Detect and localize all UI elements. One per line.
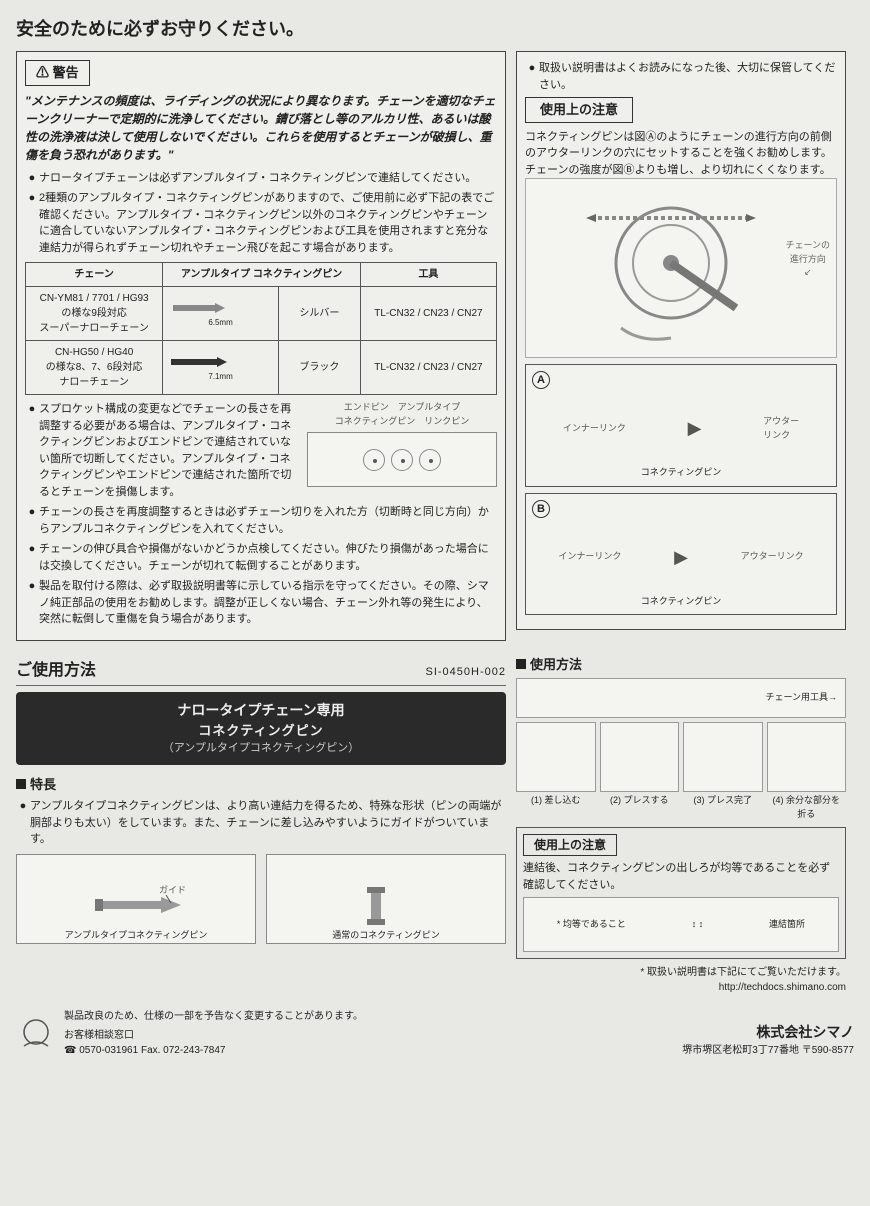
table-row: CN-HG50 / HG40 の様な8、7、6段対応 ナローチェーン 7.1mm… [26,341,497,395]
footer: 製品改良のため、仕様の一部を予告なく変更することがあります。 お客様相談窓口 ☎… [16,1009,854,1058]
caution-text: 連結後、コネクティングピンの出しろが均等であることを必ず確認してください。 [523,860,839,893]
table-header: アンプルタイプ コネクティングピン [163,263,361,287]
table-header: チェーン [26,263,163,287]
page-title: 安全のために必ずお守りください。 [16,16,854,43]
ampoule-pin-illustration: ガイド アンプルタイプコネクティングピン [16,854,256,944]
manual-note: ●取扱い説明書はよくお読みになった後、大切に保管してください。 [525,60,837,93]
bullet-item: ●製品を取付ける際は、必ず取扱説明書等に示している指示を守ってください。その際、… [25,578,497,628]
crank-diagram: チェーンの 進行方向↙ [525,178,837,358]
usage-method-heading: 使用方法 [516,655,846,675]
svg-text:ガイド: ガイド [159,885,186,895]
usage-caution-box: 使用上の注意 連結後、コネクティングピンの出しろが均等であることを必ず確認してく… [516,827,846,959]
manual-url-note: * 取扱い説明書は下記にてご覧いただけます。 http://techdocs.s… [516,965,846,995]
features-heading: 特長 [16,775,506,795]
bullet-item: ●ナロータイプチェーンは必ずアンプルタイプ・コネクティングピンで連結してください… [25,170,497,187]
evenness-diagram: * 均等であること ↕ ↕ 連結箇所 [523,897,839,952]
diagram-b: B インナーリンク ▶ アウターリンク コネクティングピン [525,493,837,616]
warning-intro: "メンテナンスの頻度は、ライディングの状況により異なります。チェーンを適切なチェ… [25,92,497,164]
contact-title: お客様相談窓口 [64,1028,363,1043]
inner-link-label: インナーリンク [558,550,621,564]
inner-link-label: インナーリンク [563,422,626,436]
bullet-item: ●2種類のアンプルタイプ・コネクティングピンがありますので、ご使用前に必ず下記の… [25,190,497,256]
table-header: 工具 [360,263,496,287]
direction-label: チェーンの 進行方向↙ [785,239,830,280]
step-2: (2) プレスする [600,722,680,821]
right-box: ●取扱い説明書はよくお読みになった後、大切に保管してください。 使用上の注意 コ… [516,51,846,630]
bullet-item: ●チェーンの長さを再度調整するときは必ずチェーン切りを入れた方（切断時と同じ方向… [25,504,497,537]
step-3: (3) プレス完了 [683,722,763,821]
change-note: 製品改良のため、仕様の一部を予告なく変更することがあります。 [64,1009,363,1024]
bullet-item: ●スプロケット構成の変更などでチェーンの長さを再調整する必要がある場合は、アンプ… [25,401,301,500]
step-4: (4) 余分な部分を 折る [767,722,847,821]
techdocs-url[interactable]: http://techdocs.shimano.com [516,980,846,995]
pin-label: コネクティングピン [532,595,830,609]
usage-heading: ご使用方法 SI-0450H-002 [16,659,506,686]
pin-label: コネクティングピン [532,466,830,480]
tool-diagram: チェーン用工具 → [516,678,846,718]
features-text: ●アンプルタイプコネクティングピンは、より高い連結力を得るため、特殊な形状（ピン… [16,798,506,848]
chain-link-diagram [307,432,497,487]
pin-table: チェーン アンプルタイプ コネクティングピン 工具 CN-YM81 / 7701… [25,262,497,395]
caution-text: コネクティングピンは図Ⓐのようにチェーンの進行方向の前側のアウターリンクの穴にセ… [525,129,837,179]
table-row: CN-YM81 / 7701 / HG93 の様な9段対応 スーパーナローチェー… [26,287,497,341]
product-banner: ナロータイプチェーン専用 コネクティングピン （アンプルタイプコネクティングピン… [16,692,506,765]
bullet-item: ●チェーンの伸び具合や損傷がないかどうか点検してください。伸びたり損傷があった場… [25,541,497,574]
contact-icon [16,1014,56,1054]
outer-link-label: アウター リンク [763,415,799,442]
outer-link-label: アウターリンク [741,550,804,564]
usage-steps: (1) 差し込む (2) プレスする (3) プレス完了 (4) 余分な部分を … [516,722,846,821]
doc-code: SI-0450H-002 [426,664,507,681]
chain-diagram-labels: エンドピン アンプルタイプ コネクティングピン リンクピン [307,401,497,428]
diagram-a: A インナーリンク ▶ アウター リンク コネクティングピン [525,364,837,487]
contact-phone: ☎ 0570-031961 Fax. 072-243-7847 [64,1043,363,1058]
normal-pin-illustration: 通常のコネクティングピン [266,854,506,944]
warning-label: ⚠ 警告 [25,60,90,86]
caution-title: 使用上の注意 [525,97,633,123]
step-1: (1) 差し込む [516,722,596,821]
warning-box: ⚠ 警告 "メンテナンスの頻度は、ライディングの状況により異なります。チェーンを… [16,51,506,641]
company-address: 堺市堺区老松町3丁77番地 〒590-8577 [682,1043,854,1058]
company-name: 株式会社シマノ [682,1022,854,1043]
